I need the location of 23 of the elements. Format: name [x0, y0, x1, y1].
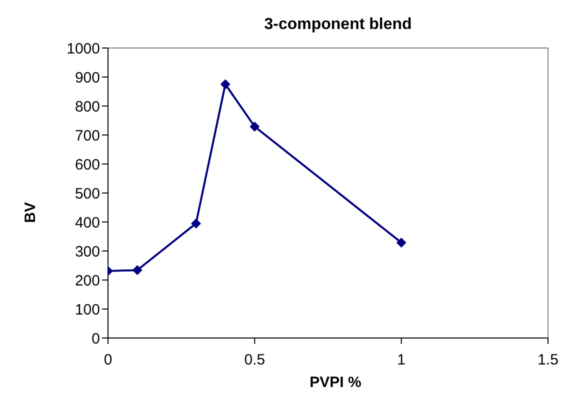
point [191, 218, 201, 228]
chart-title: 3-component blend [263, 16, 413, 34]
point [396, 238, 406, 248]
y-tick-label: 1000 [66, 40, 100, 58]
point [220, 79, 230, 90]
y-tick-label: 0 [92, 330, 100, 348]
y-tick-label: 700 [74, 127, 100, 144]
x-axis-title: PVPI % [308, 374, 362, 391]
y-tick-label: 200 [74, 272, 100, 290]
x-tick-label: 0.5 [244, 352, 266, 369]
point [132, 265, 142, 276]
y-tick-label: 300 [74, 243, 100, 260]
y-tick-label: 400 [74, 214, 100, 232]
point [250, 122, 260, 132]
x-tick-label: 0 [104, 352, 112, 369]
y-tick-label: 500 [74, 185, 100, 202]
x-tick-label: 1 [397, 352, 406, 369]
y-tick-label: 600 [74, 156, 100, 174]
y-tick-label: 100 [74, 301, 100, 318]
x-tick-label: 1.5 [538, 352, 558, 369]
y-tick-label: 900 [74, 69, 100, 86]
y-axis-title: BV [22, 202, 39, 223]
y-tick-label: 800 [74, 98, 100, 116]
